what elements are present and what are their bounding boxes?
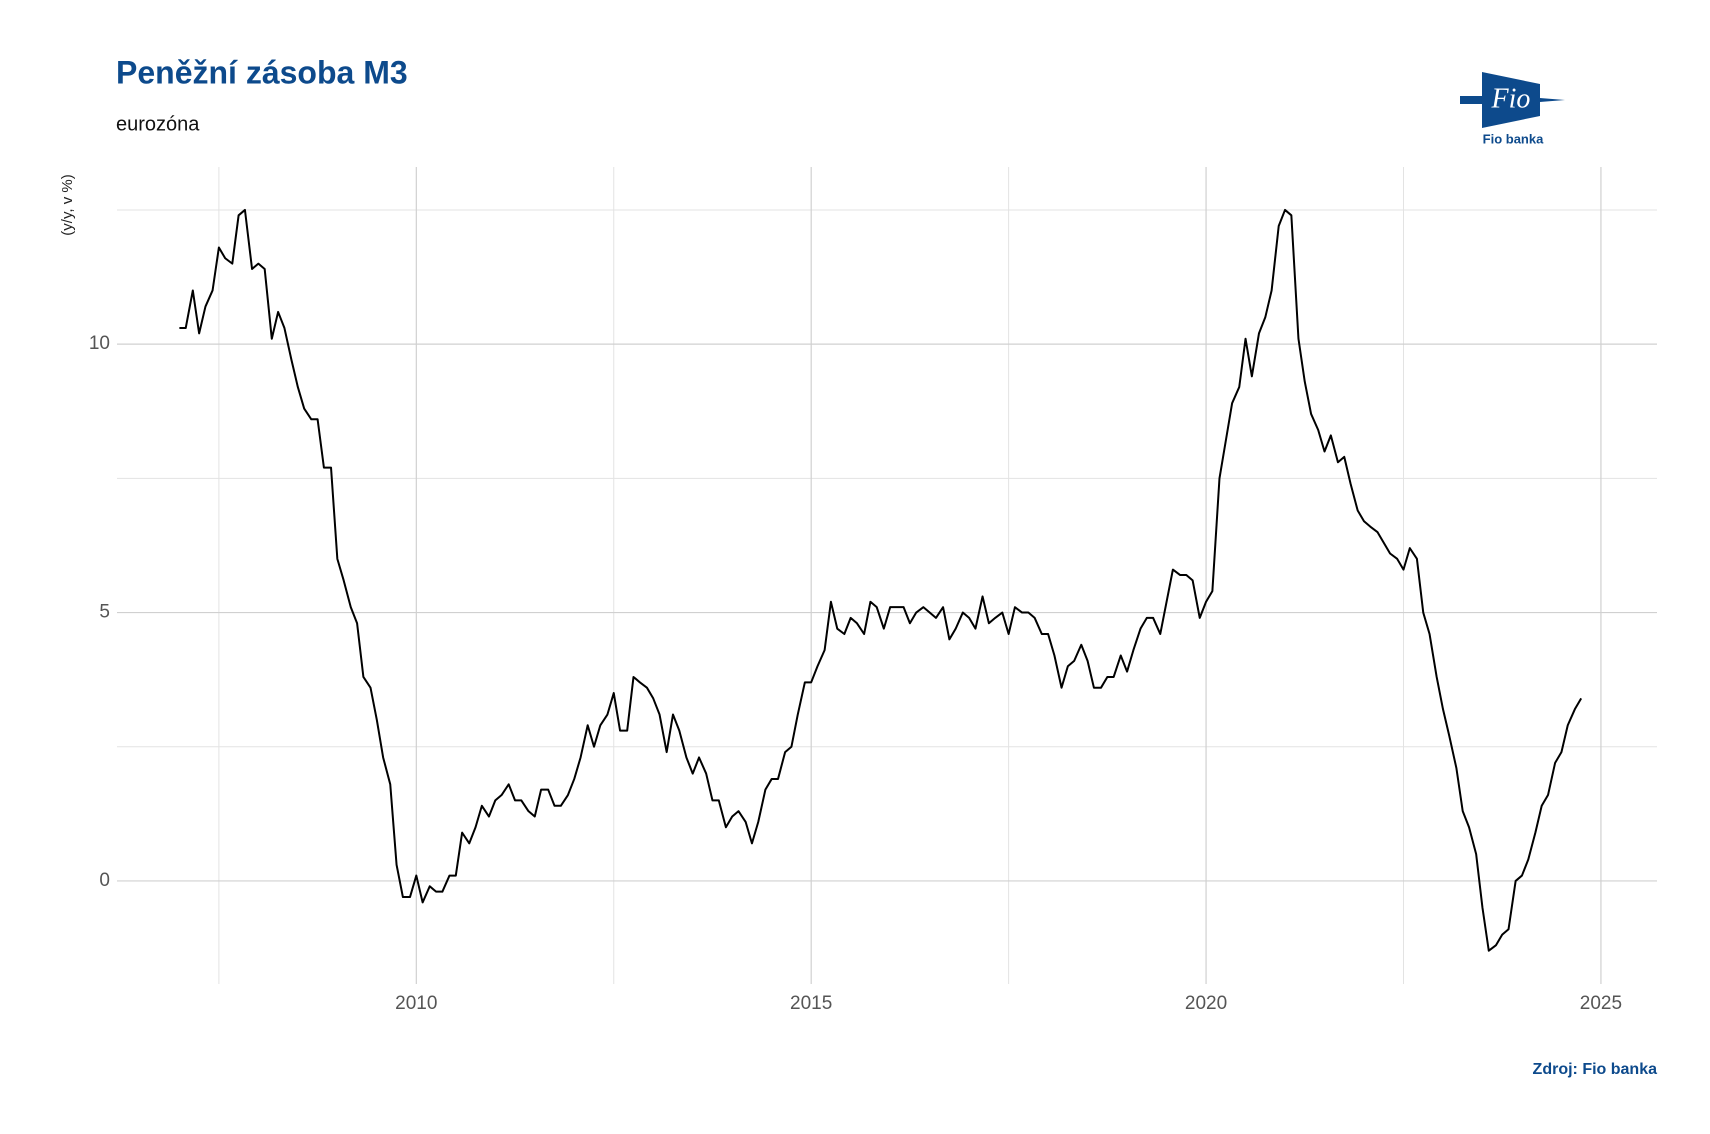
x-tick-label: 2010 <box>395 993 437 1014</box>
chart-title: Peněžní zásoba M3 <box>116 54 408 90</box>
source: Zdroj: Fio banka <box>1533 1061 1658 1078</box>
grid <box>117 167 1657 984</box>
logo: Fio Fio banka <box>1460 72 1565 146</box>
x-tick-label: 2015 <box>790 993 832 1014</box>
y-tick-label: 0 <box>99 870 110 891</box>
y-axis-label: (y/y, v %) <box>59 174 76 235</box>
logo-flag <box>1482 72 1540 128</box>
y-tick-label: 10 <box>89 333 110 354</box>
data-line <box>179 208 1583 952</box>
x-tick-label: 2020 <box>1185 993 1227 1014</box>
y-tick-label: 5 <box>99 602 110 623</box>
logo-text: Fio <box>1491 83 1531 114</box>
x-tick-label: 2025 <box>1580 993 1622 1014</box>
logo-caption: Fio banka <box>1483 131 1544 146</box>
chart-subtitle: eurozóna <box>116 113 200 135</box>
